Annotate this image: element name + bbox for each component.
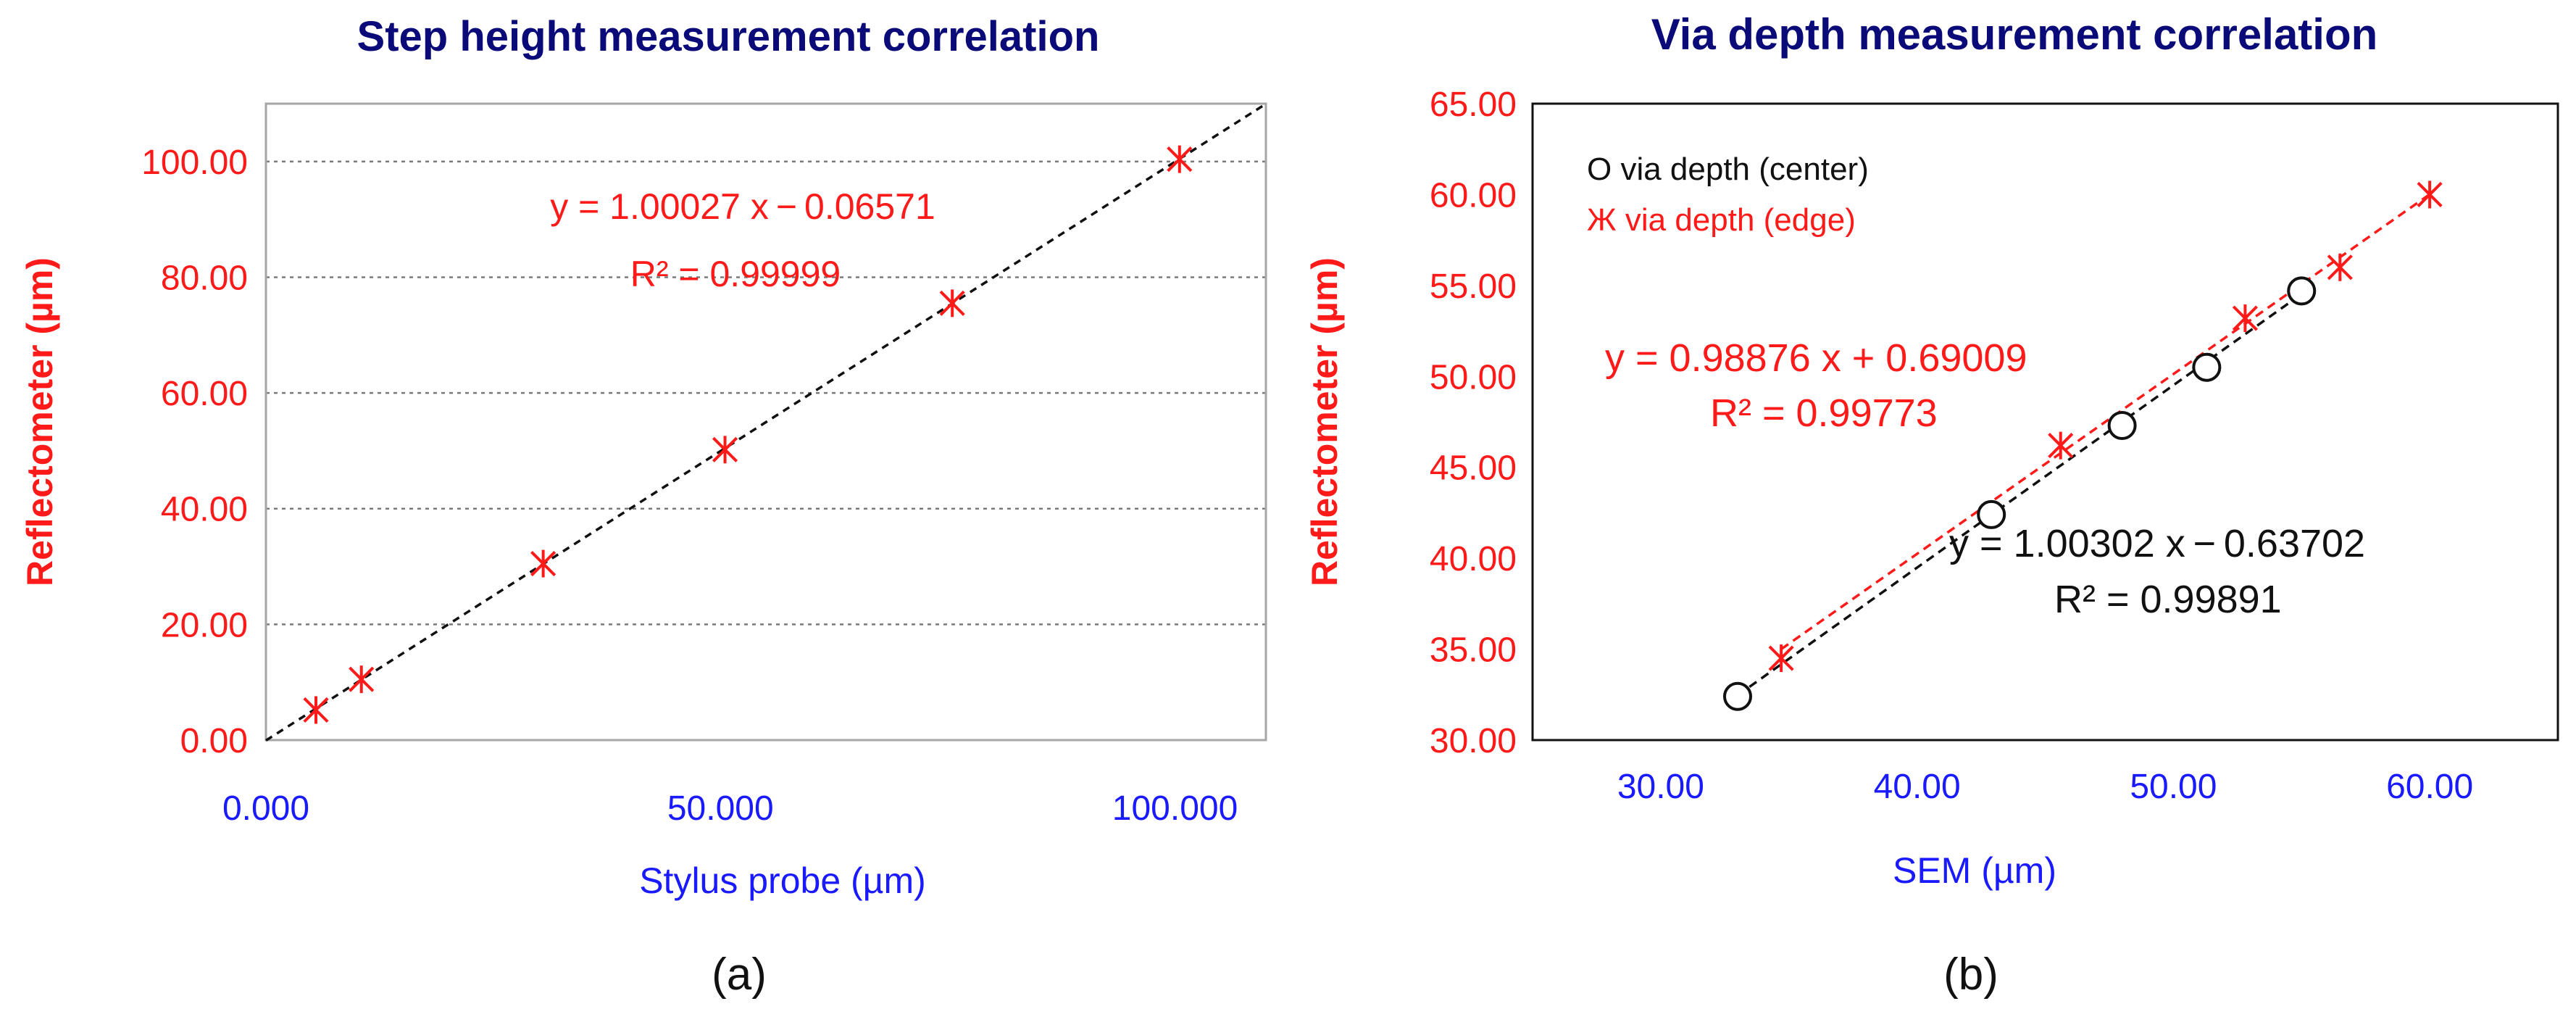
chart-a-point [939, 289, 965, 317]
chart-b-y-tick-label: 55.00 [1430, 267, 1517, 306]
chart-b-edge-point [2232, 304, 2258, 333]
chart-a-point [530, 549, 557, 578]
chart-b-x-tick-labels: 30.00 40.00 50.00 60.00 [1617, 768, 2473, 806]
chart-b-edge-point [2048, 431, 2074, 460]
chart-a-y-axis-label: Reflectometer (µm) [20, 257, 60, 586]
chart-a-x-axis-label: Stylus probe (µm) [639, 860, 926, 901]
chart-b-trendline-group [1736, 193, 2431, 697]
chart-a-point [303, 696, 329, 724]
chart-b-edge-equation: y = 0.98876 x + 0.69009 [1605, 336, 2027, 380]
chart-b-edge-trendline [1780, 193, 2431, 651]
chart-b-y-tick-label: 45.00 [1430, 449, 1517, 488]
chart-a-trendline [265, 102, 1267, 742]
chart-b-x-tick-label: 40.00 [1874, 768, 1961, 806]
chart-b-data-points [1723, 180, 2443, 711]
chart-a-x-tick-label: 0.000 [222, 789, 309, 828]
chart-a-y-tick-label: 60.00 [161, 375, 248, 413]
chart-a-y-tick-label: 40.00 [161, 491, 248, 529]
chart-b-center-equation: y = 1.00302 x − 0.63702 [1949, 522, 2365, 565]
chart-a-y-tick-labels: 0.00 20.00 40.00 60.00 80.00 100.00 [141, 144, 248, 760]
chart-b-title: Via depth measurement correlation [1651, 10, 2378, 59]
chart-b-edge-point [1768, 644, 1794, 673]
chart-b-center-point [2287, 276, 2317, 306]
chart-a-y-tick-label: 0.00 [180, 722, 248, 760]
chart-a-y-tick-label: 80.00 [161, 259, 248, 297]
chart-a-point [349, 665, 375, 694]
chart-a-data-points [303, 145, 1193, 724]
chart-a-point [712, 436, 738, 464]
chart-b-x-tick-label: 30.00 [1617, 768, 1704, 806]
chart-b-y-tick-label: 40.00 [1430, 540, 1517, 578]
chart-b-y-tick-label: 65.00 [1430, 86, 1517, 124]
chart-a-x-tick-labels: 0.000 50.000 100.000 [222, 789, 1238, 828]
chart-a-y-tick-label: 100.00 [141, 144, 248, 182]
chart-b-edge-point [2417, 180, 2443, 209]
chart-a-y-tick-label: 20.00 [161, 606, 248, 644]
chart-b: Via depth measurement correlation 30.003… [1304, 10, 2559, 1000]
chart-b-panel-label: (b) [1943, 950, 1998, 1000]
chart-b-y-tick-labels: 30.00 35.00 40.00 45.00 50.00 55.00 60.00 65.00 [1430, 86, 1517, 760]
chart-b-legend-edge: Ж via depth (edge) [1587, 202, 1856, 238]
chart-b-edge-r-squared: R² = 0.99773 [1710, 391, 1938, 435]
chart-b-center-point [2107, 411, 2137, 441]
chart-a-title: Step height measurement correlation [357, 13, 1100, 60]
chart-b-center-point [1977, 499, 2006, 529]
chart-b-y-tick-label: 30.00 [1430, 722, 1517, 760]
chart-b-y-axis-label: Reflectometer (µm) [1304, 257, 1345, 586]
chart-b-x-tick-label: 50.00 [2130, 768, 2217, 806]
chart-b-center-r-squared: R² = 0.99891 [2054, 578, 2282, 621]
chart-a-x-tick-label: 50.000 [667, 789, 774, 828]
chart-a-grid [266, 160, 1266, 626]
chart-b-center-point [2192, 352, 2222, 382]
chart-a-point [1167, 145, 1193, 173]
chart-b-legend-center: O via depth (center) [1587, 151, 1869, 187]
chart-b-x-tick-label: 60.00 [2386, 768, 2473, 806]
chart-b-y-tick-label: 35.00 [1430, 631, 1517, 670]
chart-a-equation: y = 1.00027 x − 0.06571 [550, 186, 935, 227]
chart-a-plot-frame [264, 102, 1267, 742]
chart-a-panel-label: (a) [712, 950, 767, 1000]
chart-b-plot-frame [1531, 102, 2559, 742]
chart-a-r-squared: R² = 0.99999 [630, 254, 841, 294]
chart-b-y-tick-label: 50.00 [1430, 358, 1517, 396]
chart-a: Step height measurement correlation 0.00… [20, 13, 1267, 1000]
chart-b-edge-point [2327, 253, 2353, 281]
chart-a-x-tick-label: 100.000 [1112, 789, 1238, 828]
chart-a-trendline-group [265, 102, 1267, 742]
chart-b-y-tick-label: 60.00 [1430, 176, 1517, 215]
chart-b-x-axis-label: SEM (µm) [1893, 850, 2056, 891]
chart-b-center-point [1723, 681, 1752, 711]
